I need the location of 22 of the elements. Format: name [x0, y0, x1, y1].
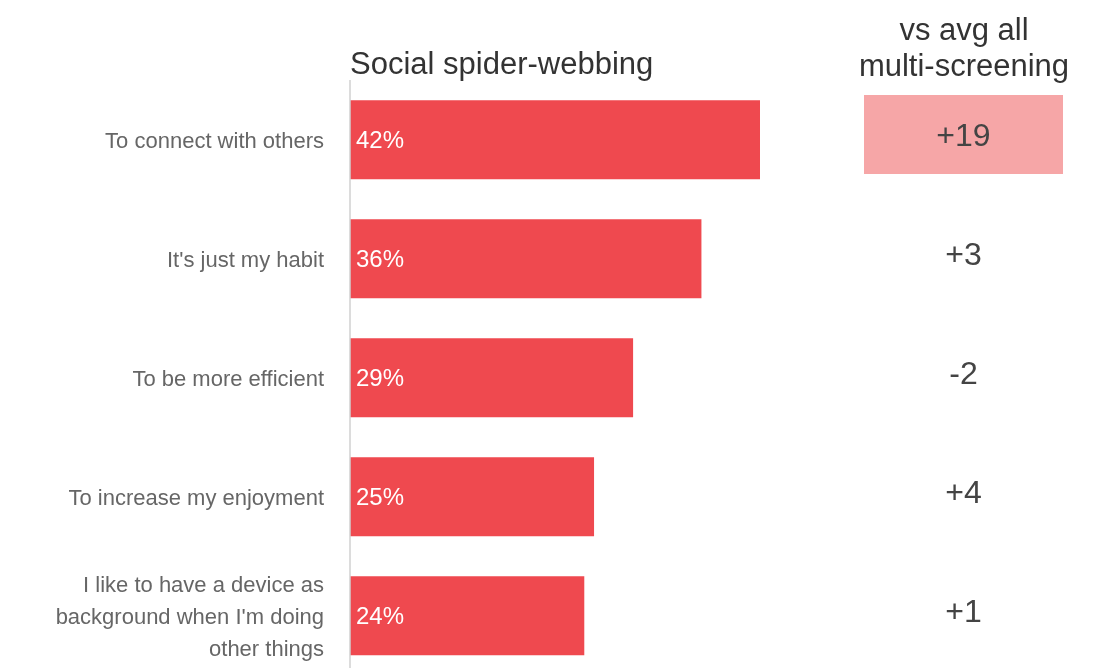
bar: [350, 100, 760, 180]
y-tick-label: To increase my enjoyment: [68, 484, 324, 509]
y-tick-label: To connect with others: [105, 127, 324, 152]
data-label: 42%: [356, 126, 405, 154]
data-label: 24%: [356, 602, 405, 630]
y-tick-label: I like to have a device as background when I'm doing other things: [55, 571, 324, 660]
bar: [350, 457, 595, 537]
text: +1: [944, 591, 983, 631]
text: +4: [944, 472, 983, 512]
data-label: 25%: [356, 483, 405, 511]
text: vs avg all multi-screening: [858, 12, 1070, 83]
bar: [350, 219, 702, 299]
text: -2: [948, 353, 979, 393]
y-tick-label: To be more efficient: [132, 365, 324, 390]
data-label: 36%: [356, 245, 405, 273]
bar: [350, 338, 634, 418]
text: +3: [944, 234, 983, 274]
y-tick-label: It's just my habit: [166, 246, 324, 271]
text: +19: [935, 115, 992, 155]
bar: [350, 576, 585, 656]
chart-title: Social spider-webbing: [350, 46, 654, 82]
data-label: 29%: [356, 364, 405, 392]
